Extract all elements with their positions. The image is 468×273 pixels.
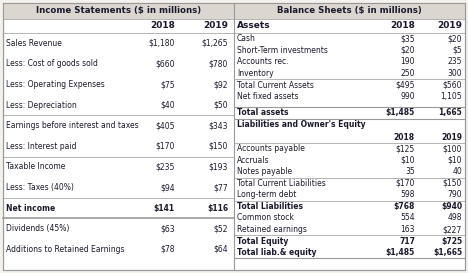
Text: $141: $141 — [154, 204, 175, 213]
Text: $170: $170 — [395, 179, 415, 188]
Text: $78: $78 — [161, 245, 175, 254]
Bar — [3, 3, 234, 19]
Text: Total liab.& equity: Total liab.& equity — [237, 248, 316, 257]
Text: 498: 498 — [447, 213, 462, 222]
Text: Short-Term investments: Short-Term investments — [237, 46, 328, 55]
Text: Common stock: Common stock — [237, 213, 294, 222]
Text: 790: 790 — [447, 190, 462, 199]
Text: $1,665: $1,665 — [433, 248, 462, 257]
Text: Accounts rec.: Accounts rec. — [237, 57, 288, 66]
Text: Retained earnings: Retained earnings — [237, 225, 307, 234]
Text: $77: $77 — [213, 183, 228, 192]
Text: Total Current Assets: Total Current Assets — [237, 81, 314, 90]
Text: Dividends (45%): Dividends (45%) — [6, 224, 69, 233]
Text: $94: $94 — [161, 183, 175, 192]
Text: $495: $495 — [395, 81, 415, 90]
Text: Less: Cost of goods sold: Less: Cost of goods sold — [6, 60, 98, 69]
Text: $227: $227 — [443, 225, 462, 234]
Text: $193: $193 — [209, 162, 228, 171]
Text: Inventory: Inventory — [237, 69, 274, 78]
Text: $75: $75 — [161, 80, 175, 89]
Text: $940: $940 — [441, 202, 462, 211]
Text: $100: $100 — [443, 144, 462, 153]
Text: 598: 598 — [401, 190, 415, 199]
Bar — [234, 3, 465, 19]
Text: Additions to Retained Earnings: Additions to Retained Earnings — [6, 245, 124, 254]
Text: $116: $116 — [207, 204, 228, 213]
Text: $660: $660 — [155, 60, 175, 69]
Text: Taxable Income: Taxable Income — [6, 162, 66, 171]
Text: Total Liabilities: Total Liabilities — [237, 202, 303, 211]
Text: Net fixed assets: Net fixed assets — [237, 92, 299, 101]
Text: $52: $52 — [213, 224, 228, 233]
Text: 554: 554 — [401, 213, 415, 222]
Text: Less: Depreciation: Less: Depreciation — [6, 101, 77, 110]
Text: 2019: 2019 — [441, 133, 462, 141]
Text: $1,180: $1,180 — [149, 39, 175, 48]
Text: $343: $343 — [209, 121, 228, 130]
Text: Total assets: Total assets — [237, 108, 288, 117]
Text: Less: Interest paid: Less: Interest paid — [6, 142, 76, 151]
Text: 2019: 2019 — [203, 22, 228, 31]
Text: Income Statements ($ in millions): Income Statements ($ in millions) — [36, 7, 201, 16]
Text: 163: 163 — [401, 225, 415, 234]
Text: $170: $170 — [156, 142, 175, 151]
Text: Accruals: Accruals — [237, 156, 270, 165]
Text: $405: $405 — [155, 121, 175, 130]
Text: $40: $40 — [161, 101, 175, 110]
Text: $150: $150 — [443, 179, 462, 188]
Text: $150: $150 — [209, 142, 228, 151]
Text: 990: 990 — [401, 92, 415, 101]
Text: Balance Sheets ($ in millions): Balance Sheets ($ in millions) — [277, 7, 422, 16]
Text: $768: $768 — [394, 202, 415, 211]
Text: Cash: Cash — [237, 34, 256, 43]
Text: $560: $560 — [443, 81, 462, 90]
Text: 250: 250 — [401, 69, 415, 78]
Text: $1,265: $1,265 — [202, 39, 228, 48]
Text: $92: $92 — [213, 80, 228, 89]
Text: Notes payable: Notes payable — [237, 167, 292, 176]
Text: Less: Operating Expenses: Less: Operating Expenses — [6, 80, 105, 89]
Text: 2018: 2018 — [150, 22, 175, 31]
Text: $50: $50 — [213, 101, 228, 110]
Text: 40: 40 — [452, 167, 462, 176]
Text: $10: $10 — [401, 156, 415, 165]
Text: Liabilities and Owner's Equity: Liabilities and Owner's Equity — [237, 120, 366, 129]
Text: 2018: 2018 — [390, 22, 415, 31]
Text: Total Current Liabilities: Total Current Liabilities — [237, 179, 326, 188]
Text: Accounts payable: Accounts payable — [237, 144, 305, 153]
Text: Earnings before interest and taxes: Earnings before interest and taxes — [6, 121, 139, 130]
Text: $725: $725 — [441, 237, 462, 246]
Text: Long-term debt: Long-term debt — [237, 190, 296, 199]
Text: $35: $35 — [401, 34, 415, 43]
Text: $64: $64 — [213, 245, 228, 254]
Text: $1,485: $1,485 — [386, 108, 415, 117]
Text: $780: $780 — [209, 60, 228, 69]
Text: Assets: Assets — [237, 22, 271, 31]
Text: Net income: Net income — [6, 204, 55, 213]
Text: $235: $235 — [156, 162, 175, 171]
Text: 2018: 2018 — [394, 133, 415, 141]
Text: 1,105: 1,105 — [440, 92, 462, 101]
Text: 300: 300 — [447, 69, 462, 78]
Text: $20: $20 — [401, 46, 415, 55]
Text: 1,665: 1,665 — [438, 108, 462, 117]
Text: 235: 235 — [447, 57, 462, 66]
Text: $1,485: $1,485 — [386, 248, 415, 257]
Text: 717: 717 — [399, 237, 415, 246]
Text: $20: $20 — [447, 34, 462, 43]
Text: $10: $10 — [447, 156, 462, 165]
Text: Total Equity: Total Equity — [237, 237, 288, 246]
Text: Less: Taxes (40%): Less: Taxes (40%) — [6, 183, 74, 192]
Text: 35: 35 — [405, 167, 415, 176]
Text: Sales Revenue: Sales Revenue — [6, 39, 62, 48]
Text: $125: $125 — [396, 144, 415, 153]
Text: $5: $5 — [452, 46, 462, 55]
Text: 2019: 2019 — [437, 22, 462, 31]
Text: 190: 190 — [401, 57, 415, 66]
Text: $63: $63 — [161, 224, 175, 233]
